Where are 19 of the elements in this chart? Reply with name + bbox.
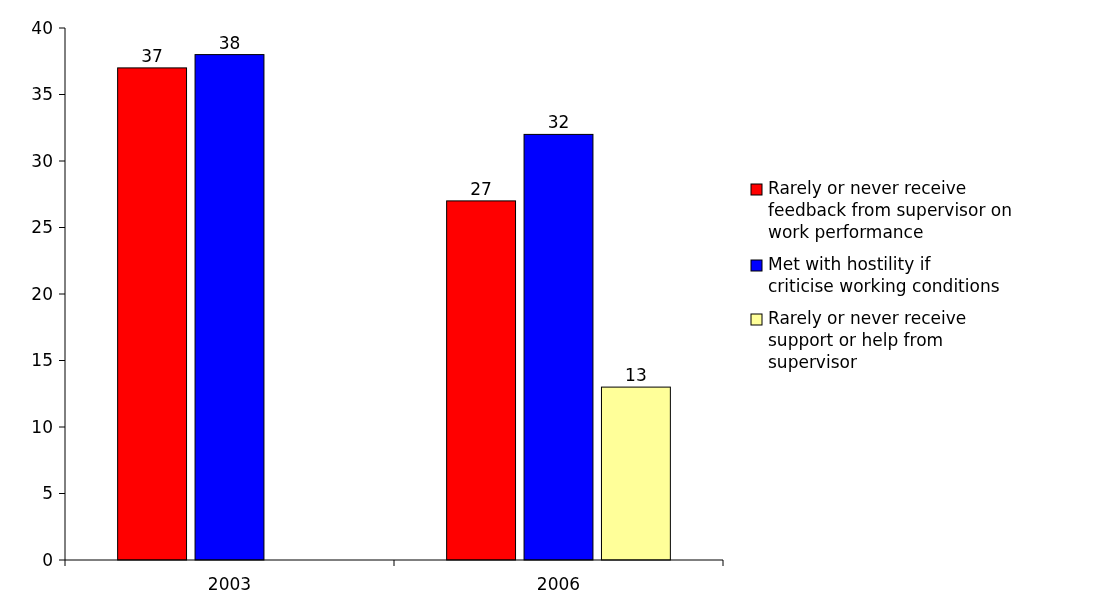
data-label: 32 (547, 112, 570, 133)
legend-label: Met with hostility if criticise working conditions (768, 254, 1000, 296)
y-tick-label: 30 (31, 150, 53, 171)
data-label: 13 (625, 365, 647, 386)
y-tick-label: 20 (31, 283, 53, 304)
legend-label: Rarely or never receive support or help from supervisor (768, 308, 967, 372)
y-tick-label: 5 (42, 483, 53, 504)
y-tick-label: 35 (31, 84, 53, 105)
y-tick-label: 40 (31, 17, 53, 38)
x-tick-label: 2006 (536, 574, 581, 594)
y-tick-label: 0 (42, 549, 53, 570)
y-tick-label: 15 (31, 350, 53, 371)
data-label: 37 (141, 45, 163, 66)
y-tick-label: 10 (31, 416, 53, 437)
x-tick-label: 2003 (207, 574, 252, 594)
y-tick-label: 25 (31, 217, 53, 238)
data-label: 27 (470, 178, 492, 199)
data-label: 38 (218, 32, 241, 53)
legend-label: Rarely or never receive feedback from supervisor on work performance (768, 178, 1012, 242)
